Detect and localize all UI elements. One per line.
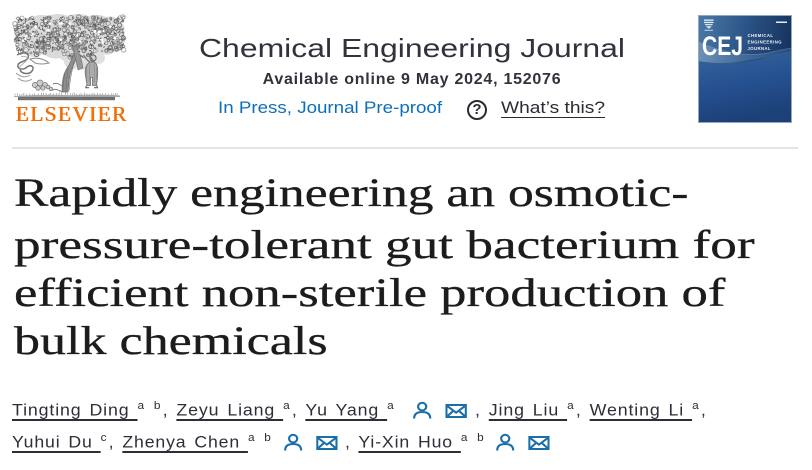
svg-text:CEJ: CEJ [702,31,743,61]
svg-text:CHEMICAL: CHEMICAL [748,33,774,38]
svg-text:JOURNAL: JOURNAL [748,46,772,51]
svg-text:ENGINEERING: ENGINEERING [748,40,783,45]
